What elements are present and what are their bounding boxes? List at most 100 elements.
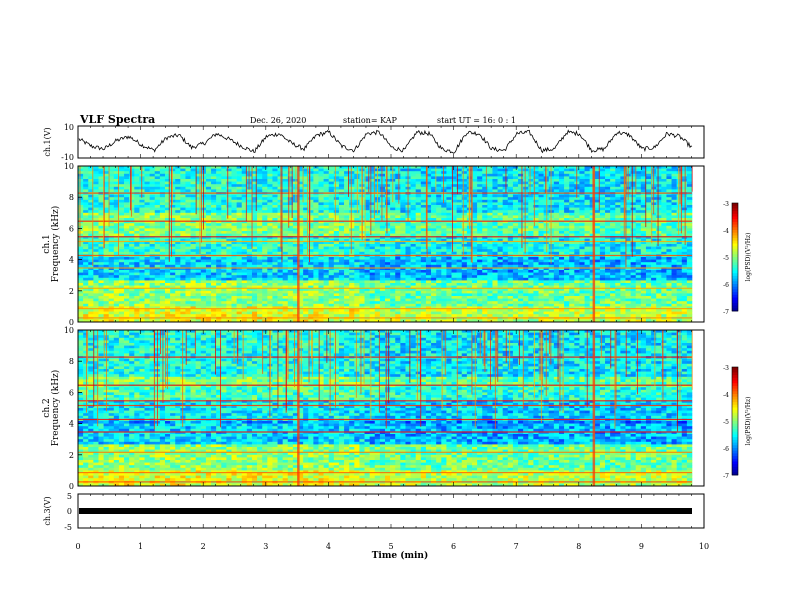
colorbar-swatch (732, 267, 738, 271)
freq-tick-label: 2 (69, 451, 74, 460)
freq-tick-label: 8 (69, 193, 74, 202)
colorbar-tick-label: -6 (723, 282, 729, 289)
colorbar-swatch (732, 254, 738, 258)
ch1-ytick-bottom: -10 (61, 153, 74, 162)
colorbar-swatch (732, 297, 738, 301)
colorbar-swatch (732, 415, 738, 419)
ch2-spectrogram-yticks: 0 2 4 6 8 10 (64, 326, 82, 491)
colorbar-swatch (732, 396, 738, 400)
colorbar-swatch (732, 281, 738, 285)
time-tick-label: 8 (576, 542, 581, 551)
ch1-ytick-top: 10 (64, 123, 74, 132)
colorbar-swatch (732, 380, 738, 384)
colorbar-swatch (732, 259, 738, 263)
colorbar-swatch (732, 246, 738, 250)
ch1-spectrogram-yticks: 0 2 4 6 8 10 (64, 162, 82, 327)
colorbar-swatch (732, 445, 738, 449)
colorbar-swatch (732, 472, 738, 476)
colorbar-swatch (732, 388, 738, 392)
colorbar-swatch (732, 367, 738, 371)
colorbar-swatch (732, 402, 738, 406)
colorbar-swatch (732, 235, 738, 239)
colorbar-swatch (732, 369, 738, 373)
freq-tick-label: 10 (64, 326, 74, 335)
freq-tick-label: 4 (69, 420, 74, 429)
colorbar-swatch (732, 442, 738, 446)
ch1-spectrogram-ylabel-prefix: ch.1 (42, 234, 52, 253)
colorbar-swatch (732, 394, 738, 398)
freq-tick-label: 4 (69, 256, 74, 265)
colorbar-swatch (732, 243, 738, 247)
colorbar-swatch (732, 289, 738, 293)
ch1-waveform-panel: 10 -10 ch.1(V) (43, 123, 705, 162)
colorbar-swatch (732, 300, 738, 304)
colorbar-swatch (732, 305, 738, 309)
colorbar-swatch (732, 375, 738, 379)
time-tick-label: 10 (699, 542, 709, 551)
ch2-spectrogram-image (78, 330, 693, 487)
colorbar-swatch (732, 251, 738, 255)
colorbar-swatch (732, 421, 738, 425)
colorbar-swatch (732, 423, 738, 427)
time-tick-label: 2 (201, 542, 206, 551)
colorbar-swatch (732, 461, 738, 465)
ch1-spectrogram-ylabel: Frequency (kHz) (50, 206, 61, 283)
time-tick-label: 3 (263, 542, 268, 551)
colorbar-tick-label: -3 (723, 365, 729, 372)
colorbar-swatch (732, 418, 738, 422)
ch2-spectrogram-ylabel-prefix: ch.2 (42, 398, 52, 417)
colorbar-swatch (732, 203, 738, 207)
colorbar-swatch (732, 240, 738, 244)
colorbar-swatch (732, 456, 738, 460)
colorbar-swatch (732, 211, 738, 215)
time-axis-title: Time (min) (372, 550, 429, 561)
freq-tick-label: 2 (69, 287, 74, 296)
figure-date: Dec. 26, 2020 (250, 116, 306, 125)
freq-tick-label: 6 (69, 224, 74, 233)
colorbar-swatch (732, 216, 738, 220)
time-tick-label: 1 (138, 542, 143, 551)
colorbar-swatch (732, 448, 738, 452)
colorbar-swatch (732, 270, 738, 274)
colorbar-swatch (732, 372, 738, 376)
freq-tick-label: 8 (69, 357, 74, 366)
colorbar-swatch (732, 391, 738, 395)
colorbar-swatch (732, 257, 738, 261)
colorbar-swatch (732, 292, 738, 296)
colorbar-swatch (732, 248, 738, 252)
time-axis-labels: 0 1 2 3 4 5 6 7 8 9 10 (75, 542, 709, 551)
colorbar-swatch (732, 464, 738, 468)
colorbar-frame (731, 202, 739, 312)
freq-tick-label: 0 (69, 318, 74, 327)
ch1-waveform-trace (78, 129, 693, 154)
time-axis-ticks (77, 126, 705, 528)
colorbar-swatch (732, 404, 738, 408)
colorbar-swatch (732, 399, 738, 403)
ch2-spectrogram-ylabel: Frequency (kHz) (50, 370, 61, 447)
time-tick-label: 9 (639, 542, 644, 551)
colorbar-swatch (732, 227, 738, 231)
colorbar-swatch (732, 458, 738, 462)
colorbar-swatch (732, 230, 738, 234)
colorbar-swatch (732, 275, 738, 279)
ch2-spectrogram-panel: 0 2 4 6 8 10 Frequency (kHz) ch.2 (42, 326, 705, 491)
colorbar-swatch (732, 219, 738, 223)
colorbar-tick-label: -4 (723, 392, 729, 399)
colorbar-swatch (732, 385, 738, 389)
colorbar-swatch (732, 205, 738, 209)
figure-station: station= KAP (343, 116, 398, 125)
colorbar-swatch (732, 273, 738, 277)
ch1-spectrogram-panel: 0 2 4 6 8 10 Frequency (kHz) ch.1 (42, 162, 705, 327)
colorbar-swatch (732, 439, 738, 443)
colorbar-swatch (732, 286, 738, 290)
colorbar-swatch (732, 426, 738, 430)
colorbar-swatch (732, 265, 738, 269)
ch3-waveform-trace (79, 508, 692, 514)
colorbar-swatch (732, 262, 738, 266)
colorbar-swatch (732, 308, 738, 312)
colorbar-swatch (732, 407, 738, 411)
colorbar-swatch (732, 224, 738, 228)
ch1-waveform-ylabel: ch.1(V) (43, 127, 52, 156)
figure-title: VLF Spectra (79, 113, 155, 126)
colorbar-swatch (732, 412, 738, 416)
